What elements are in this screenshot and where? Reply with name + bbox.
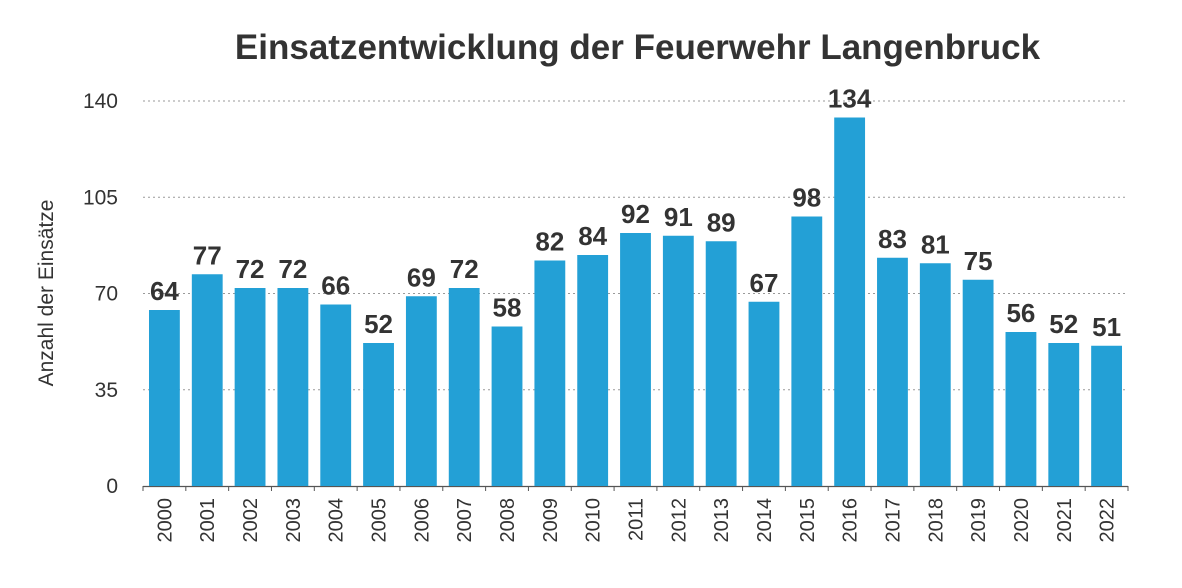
bar-2007 [448,288,480,486]
data-label-2002: 72 [236,254,265,284]
x-tick-label: 2019 [968,498,990,543]
data-label-2001: 77 [193,240,222,270]
bar-2017 [877,257,908,486]
x-tick-label: 2012 [668,498,690,543]
x-tick-label: 2020 [1011,498,1033,543]
bar-2022 [1091,345,1123,486]
y-tick-label: 140 [83,90,118,113]
x-tick-label: 2004 [326,498,348,543]
x-tick-label: 2007 [454,498,476,543]
data-label-2020: 56 [1006,298,1035,328]
bar-2008 [491,326,523,486]
x-tick-label: 2000 [154,498,176,543]
y-tick-label: 35 [95,379,118,402]
x-tick-label: 2008 [497,498,519,543]
x-tick-label: 2013 [711,498,733,543]
x-tick-label: 2016 [840,498,862,543]
x-tick-label: 2009 [540,498,562,543]
x-tick-label: 2017 [882,498,904,543]
bar-2018 [919,263,951,486]
data-label-2011: 92 [621,199,650,229]
x-tick-label: 2005 [369,498,391,543]
bar-2021 [1048,343,1080,486]
bar-2005 [363,343,394,486]
data-label-2003: 72 [278,254,307,284]
x-tick-label: 2010 [583,498,605,543]
data-label-2006: 69 [407,262,436,292]
bar-2020 [1005,332,1037,486]
data-label-2013: 89 [707,207,736,237]
bars [148,117,1123,486]
data-label-2021: 52 [1049,309,1078,339]
x-tick-label: 2015 [797,498,819,543]
data-label-2017: 83 [878,224,907,254]
bar-2011 [620,233,651,486]
x-tick-label: 2001 [197,498,219,543]
bar-2001 [191,274,223,486]
x-tick-label: 2002 [240,498,262,543]
bar-2010 [577,255,609,486]
bar-2016 [834,117,866,486]
x-tick-label: 2018 [925,498,947,543]
bar-2014 [748,301,780,486]
bar-2015 [791,216,823,486]
y-axis-ticks: 0 35 70 105 140 [83,90,118,498]
data-label-2000: 64 [150,276,179,306]
chart-title: Einsatzentwicklung der Feuerwehr Langenb… [234,28,1041,67]
bar-2003 [277,288,309,486]
x-tick-label: 2021 [1054,498,1076,543]
data-label-2004: 66 [321,271,350,301]
bar-2019 [962,279,994,486]
bar-2006 [405,296,437,486]
x-tick-label: 2006 [411,498,433,543]
bar-2004 [320,304,352,486]
data-label-2014: 67 [750,268,779,298]
data-label-2022: 51 [1092,312,1121,342]
bar-2000 [148,310,180,486]
x-tick-label: 2022 [1097,498,1119,543]
data-labels: 64 77 72 72 66 52 69 72 58 82 84 92 91 89 67 98 134 83 81 7… [150,84,1121,342]
data-label-2005: 52 [364,309,393,339]
bar-2002 [234,288,266,486]
x-axis-ticks: 2000 2001 2002 2003 2004 2005 2006 2007 2008 2009… [142,486,1129,543]
data-label-2008: 58 [493,293,522,323]
data-label-2009: 82 [535,227,564,257]
y-axis-title: Anzahl der Einsätze [35,200,58,387]
data-label-2016: 134 [828,84,872,114]
bar-2013 [705,241,737,486]
data-label-2010: 84 [578,221,607,251]
data-label-2019: 75 [964,246,993,276]
x-tick-label: 2014 [754,498,776,543]
x-tick-label: 2003 [283,498,305,543]
bar-2009 [534,260,566,486]
x-tick-label: 2011 [626,498,648,541]
data-label-2015: 98 [792,183,821,213]
y-tick-label: 105 [83,186,118,209]
y-tick-label: 0 [106,475,118,498]
y-tick-label: 70 [95,283,118,306]
bar-2012 [662,235,694,486]
data-label-2018: 81 [921,229,950,259]
data-label-2007: 72 [450,254,479,284]
data-label-2012: 91 [664,202,693,232]
